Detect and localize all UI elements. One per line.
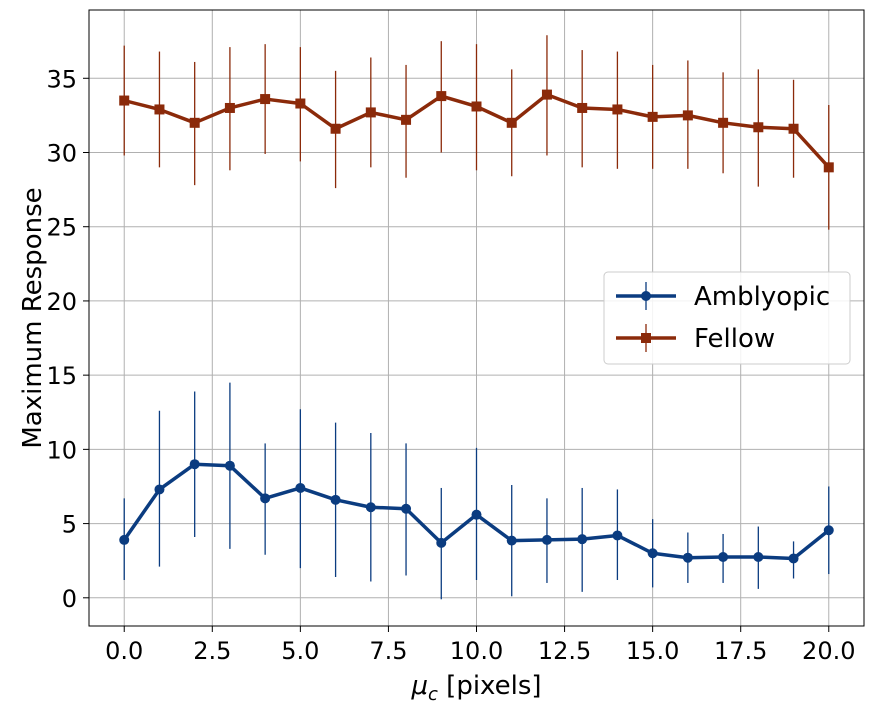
legend: Amblyopic Fellow: [603, 271, 851, 365]
series-layer: [119, 35, 834, 600]
amblyopic-data-point: [189, 459, 200, 470]
fellow-data-point: [154, 104, 165, 115]
fellow-data-point: [471, 101, 482, 112]
amblyopic-data-point: [436, 537, 447, 548]
amblyopic-data-point: [823, 525, 834, 536]
fellow-data-point: [718, 117, 729, 128]
x-tick-label: 12.5: [538, 637, 591, 665]
amblyopic-data-point: [506, 535, 517, 546]
fellow-data-point: [506, 117, 517, 128]
fellow-data-point: [295, 98, 306, 109]
x-tick-label: 7.5: [369, 637, 407, 665]
y-tick-label: 30: [46, 139, 77, 167]
x-axis-label: μc [pixels]: [410, 671, 541, 705]
amblyopic-data-point: [577, 534, 588, 545]
y-tick-label: 25: [46, 214, 77, 242]
fellow-data-point: [577, 102, 588, 113]
amblyopic-data-point: [119, 534, 130, 545]
y-tick-label: 20: [46, 288, 77, 316]
fellow-data-point: [436, 91, 447, 102]
amblyopic-data-point: [612, 530, 623, 541]
fellow-data-point: [612, 104, 623, 115]
x-axis-label-symbol: μ: [410, 671, 428, 701]
y-tick-label: 0: [62, 585, 77, 613]
fellow-data-point: [541, 89, 552, 100]
legend-fellow-marker: [641, 333, 651, 343]
x-tick-label: 17.5: [714, 637, 767, 665]
x-axis-label-subscript: c: [428, 684, 438, 705]
amblyopic-data-point: [330, 494, 341, 505]
amblyopic-data-point: [224, 460, 235, 471]
x-tick-label: 20.0: [802, 637, 855, 665]
amblyopic-data-point: [365, 502, 376, 513]
series-amblyopic: [119, 382, 834, 600]
fellow-data-point: [647, 111, 658, 122]
fellow-data-point: [330, 123, 341, 134]
ticks: 0.0 2.5 5.0 7.5 10.0 12.5 15.0 17.5 20.0 0 5 10 15 20…: [46, 65, 855, 665]
fellow-data-point: [189, 117, 200, 128]
y-axis-label: Maximum Response: [18, 187, 48, 448]
amblyopic-data-point: [260, 493, 271, 504]
x-tick-label: 2.5: [193, 637, 231, 665]
fellow-data-point: [753, 122, 764, 133]
fellow-data-point: [224, 102, 235, 113]
fellow-data-point: [401, 114, 412, 125]
y-tick-label: 15: [46, 362, 77, 390]
amblyopic-data-point: [718, 551, 729, 562]
y-tick-label: 10: [46, 436, 77, 464]
legend-label-fellow: Fellow: [694, 324, 775, 354]
legend-label-amblyopic: Amblyopic: [694, 282, 830, 312]
fellow-data-point: [788, 123, 799, 134]
amblyopic-data-point: [295, 482, 306, 493]
legend-amblyopic-marker: [641, 291, 651, 301]
amblyopic-data-point: [154, 484, 165, 495]
fellow-data-point: [119, 95, 130, 106]
x-tick-label: 15.0: [626, 637, 679, 665]
x-axis-label-unit: [pixels]: [438, 671, 542, 701]
amblyopic-data-point: [541, 534, 552, 545]
x-tick-label: 5.0: [281, 637, 319, 665]
y-tick-label: 35: [46, 65, 77, 93]
fellow-data-point: [260, 94, 271, 105]
y-tick-label: 5: [62, 511, 77, 539]
fellow-data-point: [365, 107, 376, 118]
amblyopic-data-point: [788, 553, 799, 564]
amblyopic-data-point: [647, 548, 658, 559]
amblyopic-data-point: [401, 503, 412, 514]
fellow-data-point: [682, 110, 693, 121]
x-tick-label: 10.0: [450, 637, 503, 665]
amblyopic-data-point: [753, 551, 764, 562]
series-fellow: [119, 35, 834, 230]
amblyopic-data-point: [682, 552, 693, 563]
amblyopic-data-point: [471, 509, 482, 520]
fellow-data-point: [823, 162, 834, 173]
x-tick-label: 0.0: [105, 637, 143, 665]
